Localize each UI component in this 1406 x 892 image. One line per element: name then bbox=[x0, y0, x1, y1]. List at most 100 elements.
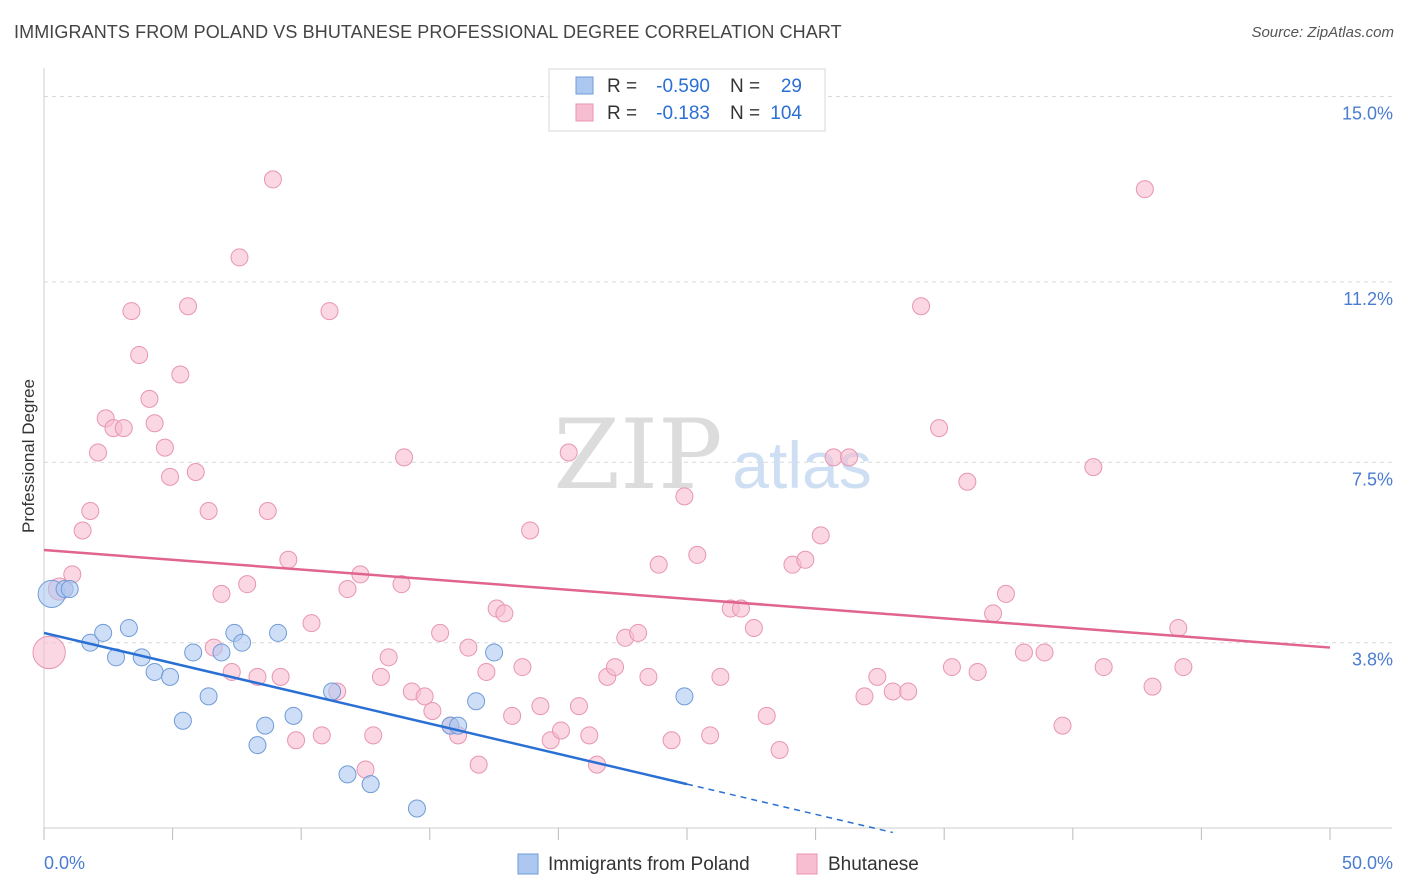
poland-point bbox=[467, 692, 486, 711]
bhutanese-point bbox=[984, 604, 1003, 623]
bhutanese-point bbox=[649, 555, 668, 574]
poland-point bbox=[60, 580, 79, 599]
poland-point bbox=[145, 662, 164, 681]
poland-series bbox=[37, 579, 694, 818]
poland-point bbox=[212, 643, 231, 662]
series-legend: Immigrants from Poland Bhutanese bbox=[517, 853, 919, 875]
bhutanese-point bbox=[1169, 619, 1188, 638]
poland-n-value: 29 bbox=[781, 76, 802, 97]
bhutanese-point bbox=[312, 726, 331, 745]
trend-lines bbox=[43, 548, 1331, 834]
bhutanese-point bbox=[392, 575, 411, 594]
poland-trend-extension bbox=[686, 783, 893, 834]
bhutanese-point bbox=[114, 419, 133, 438]
poland-point bbox=[407, 799, 426, 818]
bhutanese-r-label: R = bbox=[607, 103, 637, 124]
poland-point bbox=[173, 711, 192, 730]
bhutanese-point bbox=[279, 550, 298, 569]
bhutanese-point bbox=[364, 726, 383, 745]
poland-trend-line bbox=[43, 631, 688, 786]
bhutanese-point bbox=[469, 755, 488, 774]
bhutanese-point bbox=[770, 740, 789, 759]
bhutanese-point bbox=[968, 662, 987, 681]
bhutanese-point bbox=[302, 614, 321, 633]
bhutanese-point bbox=[171, 365, 190, 384]
bhutanese-point bbox=[930, 419, 949, 438]
bhutanese-trend-line bbox=[43, 548, 1331, 649]
bhutanese-point bbox=[912, 297, 931, 316]
bhutanese-point bbox=[796, 550, 815, 569]
bhutanese-point bbox=[431, 623, 450, 642]
bhutanese-point bbox=[1035, 643, 1054, 662]
bhutanese-point bbox=[942, 658, 961, 677]
bhutanese-point bbox=[459, 638, 478, 657]
bhutanese-point bbox=[580, 726, 599, 745]
bhutanese-point bbox=[503, 706, 522, 725]
poland-point bbox=[199, 687, 218, 706]
y-tick-label: 15.0% bbox=[1342, 104, 1393, 124]
poland-n-label: N = bbox=[730, 76, 760, 97]
bhutanese-point bbox=[824, 448, 843, 467]
bhutanese-point bbox=[605, 658, 624, 677]
poland-r-value: -0.590 bbox=[656, 76, 710, 97]
bhutanese-point bbox=[521, 521, 540, 540]
poland-point bbox=[361, 775, 380, 794]
bhutanese-point bbox=[145, 414, 164, 433]
chart-source: Source: ZipAtlas.com bbox=[1251, 24, 1394, 41]
correlation-legend: R = -0.590 N = 29 R = -0.183 N = 104 bbox=[548, 68, 826, 132]
bhutanese-point bbox=[140, 389, 159, 408]
legend-box bbox=[548, 68, 826, 132]
poland-point bbox=[248, 736, 267, 755]
grid-lines bbox=[44, 96, 1392, 644]
bhutanese-point bbox=[551, 721, 570, 740]
bhutanese-point bbox=[379, 648, 398, 667]
y-tick-label: 11.2% bbox=[1343, 289, 1393, 309]
bhutanese-n-value: 104 bbox=[770, 103, 802, 124]
poland-point bbox=[233, 633, 252, 652]
legend-poland-swatch bbox=[517, 853, 539, 875]
bhutanese-point bbox=[840, 448, 859, 467]
poland-point bbox=[269, 623, 288, 642]
poland-point bbox=[119, 619, 138, 638]
bhutanese-point bbox=[238, 575, 257, 594]
bhutanese-point bbox=[263, 170, 282, 189]
bhutanese-point bbox=[958, 472, 977, 491]
bhutanese-n-label: N = bbox=[730, 103, 760, 124]
bhutanese-point bbox=[513, 658, 532, 677]
bhutanese-point bbox=[415, 687, 434, 706]
bhutanese-point bbox=[701, 726, 720, 745]
bhutanese-point bbox=[744, 619, 763, 638]
bhutanese-point bbox=[32, 635, 66, 670]
bhutanese-point bbox=[258, 502, 277, 521]
bhutanese-point bbox=[688, 545, 707, 564]
poland-point bbox=[338, 765, 357, 784]
bhutanese-point bbox=[212, 584, 231, 603]
poland-point bbox=[161, 667, 180, 686]
y-tick-labels: 3.8% 7.5% 11.2% 15.0% bbox=[1342, 104, 1393, 670]
bhutanese-point bbox=[230, 248, 249, 267]
bhutanese-point bbox=[811, 526, 830, 545]
bhutanese-point bbox=[186, 463, 205, 482]
bhutanese-point bbox=[1174, 658, 1193, 677]
bhutanese-point bbox=[559, 443, 578, 462]
bhutanese-point bbox=[899, 682, 918, 701]
x-tick-label-max: 50.0% bbox=[1342, 853, 1393, 873]
bhutanese-point bbox=[320, 302, 339, 321]
bhutanese-point bbox=[477, 662, 496, 681]
bhutanese-point bbox=[371, 667, 390, 686]
poland-point bbox=[323, 682, 342, 701]
legend-bhutanese-label: Bhutanese bbox=[828, 854, 919, 875]
bhutanese-point bbox=[1014, 643, 1033, 662]
bhutanese-point bbox=[996, 584, 1015, 603]
bhutanese-point bbox=[1053, 716, 1072, 735]
legend-bhutanese-swatch bbox=[796, 853, 818, 875]
bhutanese-point bbox=[73, 521, 92, 540]
bhutanese-point bbox=[711, 667, 730, 686]
bhutanese-point bbox=[662, 731, 681, 750]
bhutanese-point bbox=[81, 502, 100, 521]
y-tick-label: 3.8% bbox=[1352, 650, 1393, 670]
bhutanese-point bbox=[395, 448, 414, 467]
poland-point bbox=[675, 687, 694, 706]
poland-point bbox=[184, 643, 203, 662]
